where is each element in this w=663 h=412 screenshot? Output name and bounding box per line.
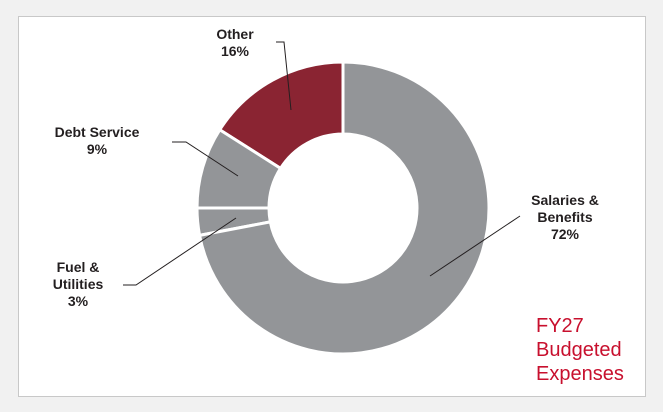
label: Fuel & Utilities 3% [38,259,118,310]
leader-line [123,217,237,286]
leader-line [276,41,292,111]
chart-title: FY27 Budgeted Expenses [536,315,624,385]
category-label: Fuel & Utilities [52,259,104,292]
category-label: Debt Service [54,124,140,140]
category-label: Salaries & Benefits [531,192,599,225]
leader-line [429,215,521,277]
label: Debt Service 9% [32,124,162,158]
leader-lines [123,41,521,286]
donut-segment [195,127,283,210]
label: Other 16% [195,26,275,60]
value-label: 3% [67,293,89,309]
value-label: 16% [220,43,250,59]
label: Salaries & Benefits 72% [510,192,620,243]
value-label: 72% [550,226,580,242]
leader-line [172,141,239,177]
value-label: 9% [86,141,108,157]
donut-segment [197,60,491,356]
category-label: Other [216,26,254,42]
